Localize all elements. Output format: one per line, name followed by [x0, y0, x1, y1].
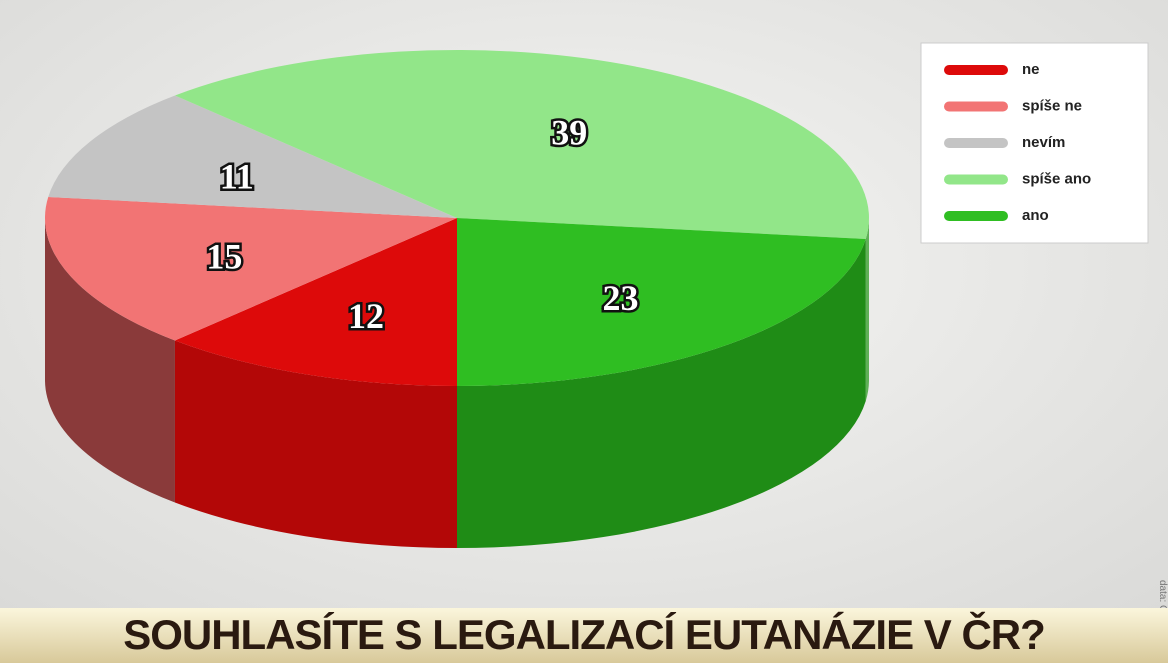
data-label: 23 [602, 278, 638, 318]
pie: 12 15 11 39 23 [45, 50, 869, 548]
legend-swatch [944, 138, 1008, 148]
legend-label: nevím [1022, 134, 1065, 151]
legend-swatch [944, 102, 1008, 112]
chart: 1215113923 nespíše nenevímspíše anoano d… [0, 0, 1168, 663]
legend-label: ne [1022, 61, 1040, 78]
legend-swatch [944, 175, 1008, 185]
legend-swatch [944, 211, 1008, 221]
legend-swatch [944, 65, 1008, 75]
data-label: 15 [206, 236, 242, 276]
chart-title: SOUHLASÍTE S LEGALIZACÍ EUTANÁZIE V ČR? [123, 610, 1045, 658]
legend-label: spíše ne [1022, 97, 1082, 114]
pie-slice-side [866, 218, 869, 401]
data-label: 12 [348, 296, 384, 336]
data-label: 39 [551, 112, 587, 152]
legend-label: spíše ano [1022, 170, 1091, 187]
data-label: 11 [220, 157, 254, 197]
legend-label: ano [1022, 207, 1049, 224]
